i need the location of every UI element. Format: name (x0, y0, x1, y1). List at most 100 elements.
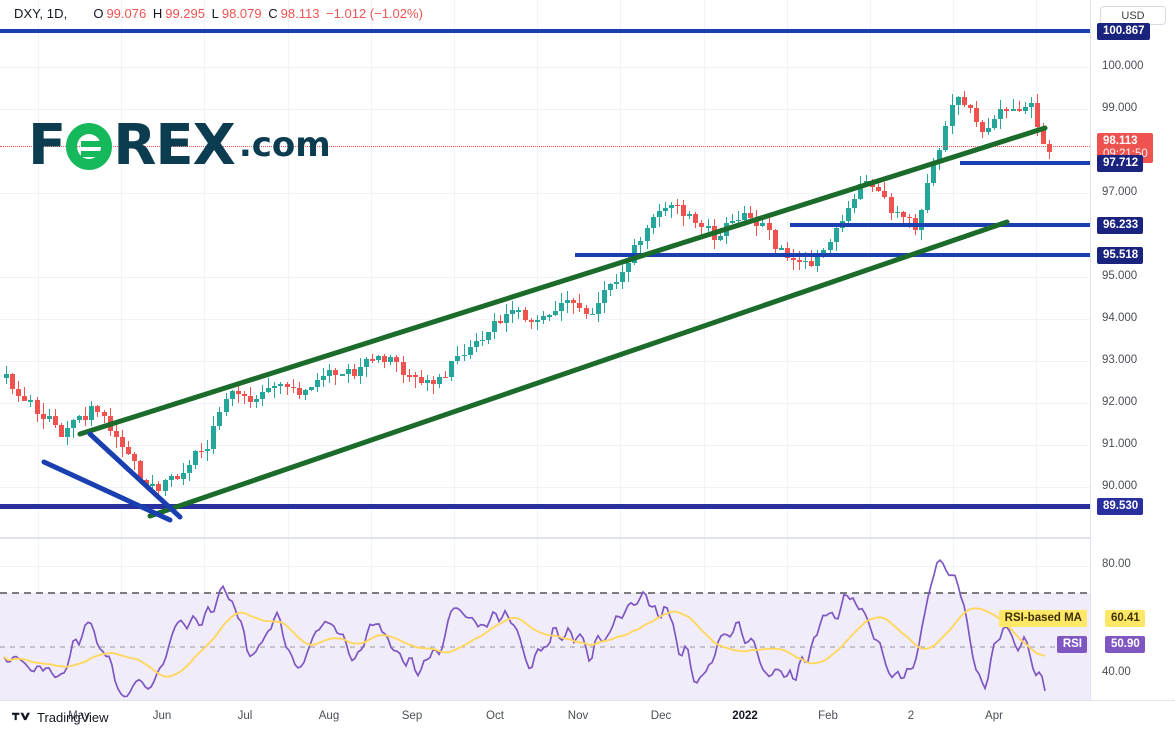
badge-value: 96.233 (1103, 219, 1139, 232)
time-tick-label: Nov (567, 710, 589, 722)
rsi-pane[interactable] (0, 538, 1090, 700)
price-badge-support[interactable]: 89.530 (1097, 498, 1144, 516)
rsi-gridline-h (0, 674, 1090, 675)
gridline-h (0, 403, 1090, 404)
gridline-h (0, 445, 1090, 446)
time-tick-label: Feb (818, 710, 838, 722)
gridline-v (288, 0, 289, 537)
rsi-gridline-v (787, 539, 788, 700)
rsi-gridline-v (121, 539, 122, 700)
rsi-gridline-v (38, 539, 39, 700)
high-label: H (152, 5, 163, 21)
change-value: −1.012 (−1.02%) (326, 5, 423, 21)
price-axis[interactable]: USD 100.000 99.000 97.000 95.000 94.000 93.00… (1090, 0, 1175, 700)
time-tick-label: Dec (650, 710, 672, 722)
gridline-v (787, 0, 788, 537)
rsi-gridline-v (870, 539, 871, 700)
rsi-band-fill (0, 593, 1090, 700)
price-tick-label: 95.000 (1102, 269, 1138, 282)
rsi-line (3, 559, 1046, 698)
price-tick-label: 100.000 (1102, 60, 1144, 73)
pane-divider (0, 537, 1090, 538)
low-value: 98.079 (221, 5, 262, 21)
price-level-line[interactable] (960, 161, 1090, 166)
rsi-gridline-h (0, 566, 1090, 567)
rsi-gridline-v (704, 539, 705, 700)
time-tick-label: May (68, 710, 90, 722)
price-tick-label: 91.000 (1102, 437, 1138, 450)
rsi-label[interactable]: RSI (1056, 635, 1087, 653)
time-axis[interactable]: May Jun Jul Aug Sep Oct Nov Dec 2022 Feb 2 Apr (0, 700, 1175, 736)
gridline-v (38, 0, 39, 537)
price-pane[interactable]: F REX .com (0, 0, 1090, 537)
badge-value: 97.712 (1103, 157, 1139, 170)
price-badge-support[interactable]: 95.518 (1097, 247, 1144, 265)
price-tick-label: 93.000 (1102, 353, 1138, 366)
trend-line-lower[interactable] (147, 219, 1010, 519)
price-level-line[interactable] (790, 223, 1090, 228)
badge-value: 98.113 (1103, 135, 1138, 148)
gridline-v (537, 0, 538, 537)
price-level-line[interactable] (575, 253, 1090, 258)
gridline-v (1036, 0, 1037, 537)
gridline-h (0, 67, 1090, 68)
rsi-value[interactable]: 50.90 (1105, 635, 1145, 653)
price-badge-support[interactable]: 96.233 (1097, 217, 1144, 235)
rsi-series-overlay (0, 559, 1090, 700)
high-value: 99.295 (165, 5, 205, 21)
gridline-v (704, 0, 705, 537)
gridline-h (0, 277, 1090, 278)
rsi-tick-label: 40.00 (1102, 666, 1131, 678)
price-level-line[interactable] (0, 504, 1090, 510)
time-tick-label: 2022 (732, 710, 758, 722)
price-tick-label: 94.000 (1102, 311, 1138, 324)
time-tick-label: Sep (401, 710, 423, 722)
price-tick-label: 90.000 (1102, 479, 1138, 492)
rsi-tick-label: 80.00 (1102, 558, 1131, 570)
low-label: L (211, 5, 219, 21)
rsi-gridline-v (288, 539, 289, 700)
symbol-label[interactable]: DXY, 1D, (14, 5, 68, 21)
open-value: 99.076 (106, 5, 147, 21)
badge-value: 100.867 (1103, 24, 1145, 37)
price-tick-label: 92.000 (1102, 395, 1138, 408)
time-tick-label: Oct (486, 710, 504, 722)
badge-value: 89.530 (1103, 500, 1139, 513)
wedge-line-1[interactable] (41, 459, 173, 523)
time-tick-label: Jul (237, 710, 253, 722)
price-badge-support[interactable]: 97.712 (1097, 155, 1144, 173)
price-tick-label: 97.000 (1102, 185, 1138, 198)
rsi-gridline-v (620, 539, 621, 700)
rsi-gridline-v (953, 539, 954, 700)
price-badge-resistance[interactable]: 100.867 (1097, 22, 1150, 40)
gridline-h (0, 109, 1090, 110)
rsi-ma-value[interactable]: 60.41 (1105, 609, 1145, 627)
last-price-line (0, 146, 1090, 148)
badge-value: 95.518 (1103, 249, 1139, 262)
open-label: O (93, 5, 104, 21)
close-value: 98.113 (280, 5, 320, 21)
rsi-gridline-v (204, 539, 205, 700)
trend-line-upper[interactable] (77, 125, 1048, 437)
chart-legend: DXY, 1D, O 99.076 H 99.295 L 98.079 C 98.113… (0, 0, 1175, 26)
rsi-ma-label[interactable]: RSI-based MA (998, 609, 1087, 627)
gridline-v (454, 0, 455, 537)
gridline-v (371, 0, 372, 537)
tradingview-logo-icon (12, 712, 30, 721)
gridline-v (620, 0, 621, 537)
gridline-v (870, 0, 871, 537)
rsi-ma-line (3, 607, 1046, 678)
rsi-gridline-v (371, 539, 372, 700)
gridline-h (0, 361, 1090, 362)
close-label: C (268, 5, 278, 21)
tradingview-attribution[interactable]: TradingView (12, 710, 109, 725)
gridline-v (953, 0, 954, 537)
time-tick-label: Jun (152, 710, 172, 722)
rsi-gridline-v (537, 539, 538, 700)
rsi-gridline-v (454, 539, 455, 700)
time-tick-label: Aug (318, 710, 340, 722)
price-level-line[interactable] (0, 28, 1090, 33)
gridline-v (204, 0, 205, 537)
ohlc-values: O 99.076 H 99.295 L 98.079 C 98.113 −1.012 (… (93, 6, 426, 21)
